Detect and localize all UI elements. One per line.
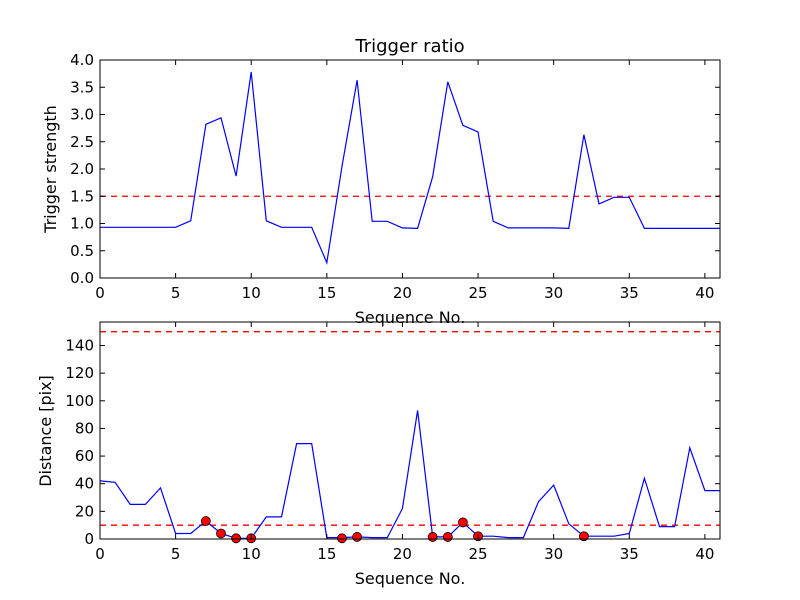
x-tick-label: 25 — [469, 545, 488, 563]
x-tick-label: 10 — [242, 284, 261, 302]
x-tick-label: 10 — [242, 545, 261, 563]
y-tick-label: 1.5 — [70, 187, 94, 205]
x-tick-label: 15 — [317, 545, 336, 563]
y-tick-label: 40 — [75, 475, 94, 493]
data-point-marker — [200, 516, 211, 526]
x-tick-label: 0 — [95, 284, 105, 302]
x-tick-label: 25 — [469, 284, 488, 302]
data-point-marker — [352, 532, 362, 542]
x-tick-label: 30 — [544, 545, 563, 563]
x-tick-label: 20 — [393, 545, 412, 563]
x-axis-label: Sequence No. — [355, 308, 466, 327]
data-point-marker — [442, 532, 453, 542]
chart-distance: 0 5 10 15 20 25 30 35 40 0 20 40 60 80 100 120 140 Seque… — [36, 321, 721, 588]
y-tick-label: 0.0 — [70, 269, 94, 287]
x-tick-label: 40 — [695, 284, 714, 302]
data-point-marker — [427, 532, 438, 542]
x-tick-label: 5 — [171, 545, 181, 563]
x-tick-label: 20 — [393, 284, 412, 302]
y-axis-label: Distance [pix] — [36, 375, 55, 487]
data-point-marker — [458, 517, 468, 528]
data-point-marker — [579, 531, 589, 542]
data-point-marker — [231, 533, 241, 544]
y-tick-label: 1.0 — [70, 215, 94, 233]
y-tick-label: 3.5 — [70, 78, 94, 96]
y-tick-label: 120 — [65, 364, 94, 382]
y-tick-label: 4.0 — [70, 51, 94, 69]
x-tick-label: 35 — [620, 545, 639, 563]
x-tick-label: 15 — [317, 284, 336, 302]
x-tick-label: 0 — [95, 545, 105, 563]
series-line — [100, 71, 720, 265]
y-tick-label: 80 — [75, 419, 94, 437]
x-tick-label: 30 — [544, 284, 563, 302]
y-tick-label: 100 — [65, 392, 94, 410]
plot-area: 0 5 10 15 20 25 30 35 40 0.0 0.5 1.0 1.5 2.0 2.5 3.0 3.5… — [70, 51, 721, 302]
y-tick-label: 140 — [65, 336, 94, 354]
y-tick-label: 20 — [75, 502, 94, 520]
axes-frame — [99, 321, 721, 540]
y-tick-label: 0.5 — [70, 242, 94, 260]
y-tick-label: 3.0 — [70, 106, 94, 124]
y-tick-label: 2.5 — [70, 133, 94, 151]
data-point-marker — [337, 533, 347, 544]
y-tick-label: 2.0 — [70, 160, 94, 178]
chart-title: Trigger ratio — [354, 36, 464, 57]
y-tick-label: 60 — [75, 447, 94, 465]
y-axis-label: Trigger strength — [41, 105, 60, 234]
data-point-marker — [216, 528, 226, 539]
y-tick-label: 0 — [84, 530, 94, 548]
x-tick-label: 40 — [695, 545, 714, 563]
x-tick-label: 35 — [620, 284, 639, 302]
x-tick-label: 5 — [171, 284, 181, 302]
plot-area: 0 5 10 15 20 25 30 35 40 0 20 40 60 80 100 120 140 — [65, 321, 721, 563]
x-axis-label: Sequence No. — [355, 569, 466, 588]
